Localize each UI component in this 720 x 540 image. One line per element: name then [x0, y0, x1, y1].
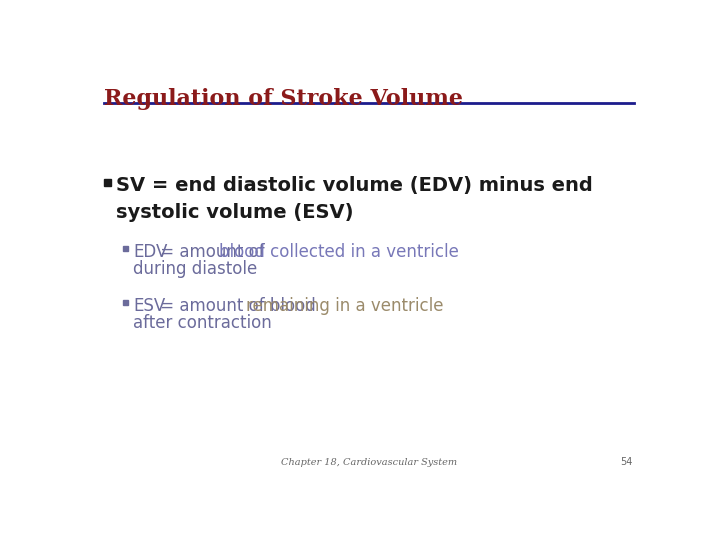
- Text: EDV: EDV: [133, 244, 168, 261]
- Text: 54: 54: [620, 457, 632, 467]
- Text: remaining in a ventricle: remaining in a ventricle: [246, 298, 444, 315]
- Text: SV = end diastolic volume (EDV) minus end
systolic volume (ESV): SV = end diastolic volume (EDV) minus en…: [117, 177, 593, 222]
- Text: = amount of: = amount of: [155, 244, 270, 261]
- Text: during diastole: during diastole: [133, 260, 258, 279]
- Text: ESV: ESV: [133, 298, 166, 315]
- Text: Regulation of Stroke Volume: Regulation of Stroke Volume: [104, 88, 463, 110]
- Bar: [104, 179, 111, 186]
- Bar: [122, 246, 128, 251]
- Text: after contraction: after contraction: [133, 314, 272, 332]
- Text: Chapter 18, Cardiovascular System: Chapter 18, Cardiovascular System: [281, 458, 457, 467]
- Text: = amount of blood: = amount of blood: [155, 298, 321, 315]
- Bar: [122, 300, 128, 305]
- Text: blood collected in a ventricle: blood collected in a ventricle: [219, 244, 459, 261]
